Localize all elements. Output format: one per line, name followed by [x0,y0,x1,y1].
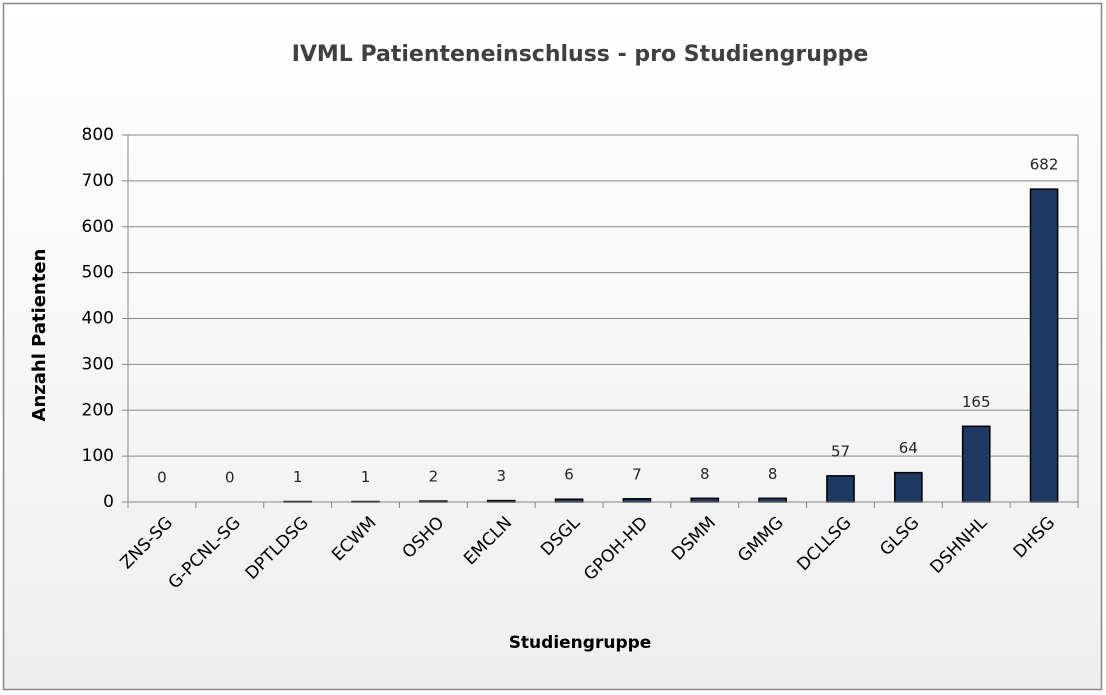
value-label: 682 [1030,156,1059,174]
value-label: 8 [768,465,778,483]
bar [961,425,991,503]
bar [690,497,720,503]
bar [1029,188,1059,503]
bar [826,475,855,503]
value-label: 3 [496,467,506,485]
value-label: 7 [632,465,642,483]
bar [758,497,787,503]
y-tick-label: 600 [82,217,114,237]
y-tick-label: 200 [82,400,114,420]
y-tick-label: 800 [82,125,114,145]
y-tick-label: 700 [82,171,114,191]
value-label: 57 [831,442,850,460]
bar [894,471,923,503]
x-axis-label: Studiengruppe [509,633,652,653]
y-tick-label: 500 [82,263,114,283]
chart-title: IVML Patienteneinschluss - pro Studiengr… [292,42,869,67]
value-label: 2 [429,468,439,486]
value-label: 165 [962,393,991,411]
y-tick-label: 400 [82,309,114,329]
y-tick-label: 0 [103,492,114,512]
value-label: 0 [225,469,235,487]
value-label: 1 [361,468,371,486]
value-label: 6 [564,466,574,484]
y-tick-label: 100 [82,446,114,466]
value-label: 0 [157,469,167,487]
value-label: 1 [293,468,303,486]
value-label: 8 [700,465,710,483]
y-axis-label: Anzahl Patienten [29,249,50,422]
y-tick-label: 300 [82,354,114,374]
value-label: 64 [899,439,918,457]
